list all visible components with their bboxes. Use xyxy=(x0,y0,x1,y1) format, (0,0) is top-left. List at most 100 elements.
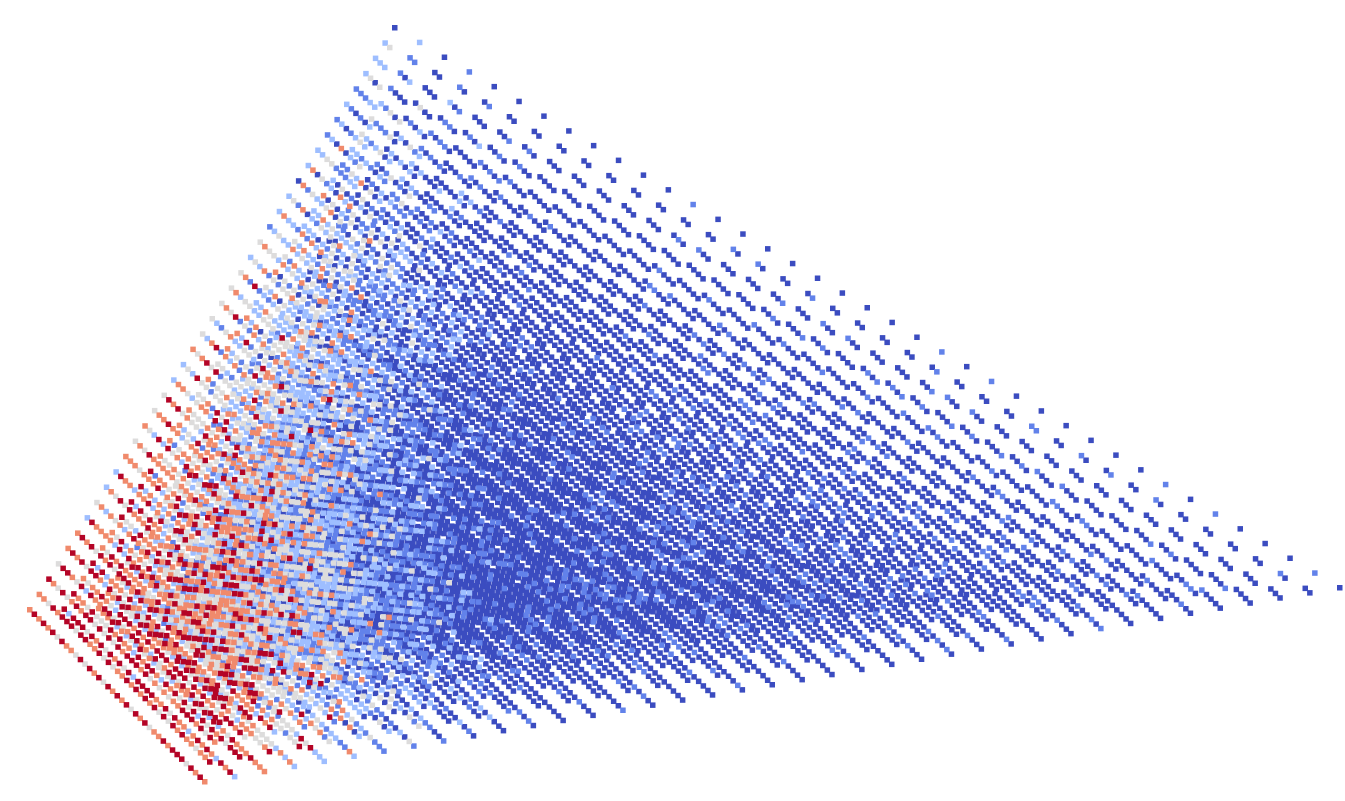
point xyxy=(586,317,593,323)
point xyxy=(630,326,637,332)
point xyxy=(670,594,677,601)
point xyxy=(387,448,394,454)
point xyxy=(473,245,480,251)
point xyxy=(640,624,647,630)
point xyxy=(462,561,468,567)
point xyxy=(560,693,567,699)
point xyxy=(355,371,362,377)
point xyxy=(616,247,622,253)
point xyxy=(507,631,513,637)
point xyxy=(483,319,489,325)
point xyxy=(556,550,563,556)
point xyxy=(288,503,294,509)
point xyxy=(746,545,753,551)
point xyxy=(359,310,366,317)
point xyxy=(590,712,596,719)
point xyxy=(465,504,471,511)
point xyxy=(335,564,342,571)
point xyxy=(541,430,547,437)
point xyxy=(914,448,920,454)
point xyxy=(705,435,712,441)
point xyxy=(616,564,622,571)
point xyxy=(846,604,852,610)
point xyxy=(425,614,432,621)
point xyxy=(682,347,688,354)
point xyxy=(375,226,381,233)
point xyxy=(778,532,784,538)
point xyxy=(730,450,737,456)
point xyxy=(756,326,762,333)
point xyxy=(506,569,512,576)
point xyxy=(720,559,726,565)
point xyxy=(700,455,707,461)
point xyxy=(613,324,620,330)
point xyxy=(800,628,806,634)
point xyxy=(426,476,432,482)
point xyxy=(760,420,767,427)
point xyxy=(457,536,463,542)
point xyxy=(429,623,435,629)
point xyxy=(741,475,747,482)
point xyxy=(744,667,751,673)
point xyxy=(568,389,575,395)
point xyxy=(511,663,517,670)
point xyxy=(407,507,413,513)
point xyxy=(452,307,458,314)
point xyxy=(615,613,621,619)
point xyxy=(421,471,428,478)
point xyxy=(581,654,588,661)
point xyxy=(547,248,553,254)
point xyxy=(822,492,829,498)
point xyxy=(635,623,642,630)
point xyxy=(679,563,685,569)
point xyxy=(459,548,466,555)
point xyxy=(458,508,465,514)
point xyxy=(396,619,402,626)
point xyxy=(458,304,465,310)
point xyxy=(488,299,494,305)
point xyxy=(423,150,429,156)
point xyxy=(587,521,593,527)
point xyxy=(520,376,526,382)
point xyxy=(402,74,408,81)
point xyxy=(355,530,361,536)
point xyxy=(811,515,817,521)
point xyxy=(286,486,293,493)
point xyxy=(432,248,439,255)
point xyxy=(630,553,636,560)
point xyxy=(663,581,669,588)
point xyxy=(706,411,712,417)
point xyxy=(523,388,529,394)
point xyxy=(751,436,757,442)
point xyxy=(621,227,627,233)
point xyxy=(453,438,459,444)
point xyxy=(570,678,576,684)
point xyxy=(900,524,907,530)
point xyxy=(257,646,264,652)
point xyxy=(548,378,554,385)
point xyxy=(810,474,816,480)
point xyxy=(816,609,822,615)
point xyxy=(469,647,475,653)
point xyxy=(665,459,671,466)
point xyxy=(470,281,476,287)
point xyxy=(769,523,775,529)
point xyxy=(400,555,407,561)
point xyxy=(622,650,629,657)
point xyxy=(445,649,452,655)
point xyxy=(392,293,399,300)
point xyxy=(639,493,645,500)
point xyxy=(849,657,856,664)
point xyxy=(482,254,489,260)
point xyxy=(524,429,530,435)
point xyxy=(474,310,480,316)
point xyxy=(644,588,650,594)
point xyxy=(480,331,486,337)
point xyxy=(547,451,553,458)
point xyxy=(417,646,424,652)
point xyxy=(519,514,526,520)
point xyxy=(444,608,451,614)
point xyxy=(879,449,886,455)
point xyxy=(369,609,376,615)
point xyxy=(551,639,557,646)
